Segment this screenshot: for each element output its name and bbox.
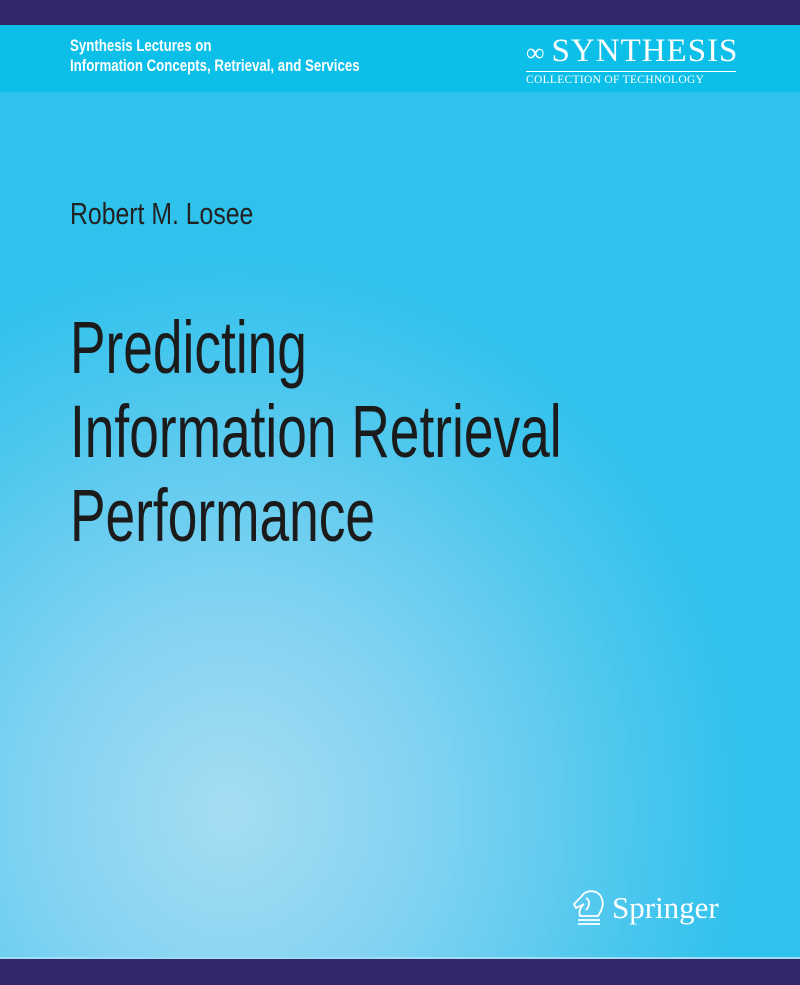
- series-line-1: Synthesis Lectures on: [70, 36, 212, 55]
- synthesis-logo: ∞ SYNTHESIS COLLECTION OF TECHNOLOGY: [526, 33, 739, 86]
- synthesis-wordmark: SYNTHESIS: [551, 33, 739, 69]
- springer-wordmark: Springer: [612, 890, 719, 925]
- cover-background: [0, 92, 800, 957]
- series-title: Synthesis Lectures on Information Concep…: [70, 36, 360, 76]
- top-band: [0, 0, 800, 25]
- author-name: Robert M. Losee: [70, 196, 254, 231]
- book-title: Predicting Information Retrieval Perform…: [70, 306, 562, 558]
- title-line-1: Predicting: [70, 306, 307, 389]
- synthesis-tagline: COLLECTION OF TECHNOLOGY: [526, 74, 705, 86]
- title-line-2: Information Retrieval: [70, 390, 562, 473]
- series-header: [0, 25, 800, 92]
- series-line-2: Information Concepts, Retrieval, and Ser…: [70, 56, 360, 75]
- bottom-band: [0, 957, 800, 985]
- title-line-3: Performance: [70, 474, 376, 557]
- knight-horse-icon: [572, 890, 604, 925]
- springer-logo: Springer: [572, 888, 719, 928]
- infinity-loop-icon: ∞: [526, 38, 546, 67]
